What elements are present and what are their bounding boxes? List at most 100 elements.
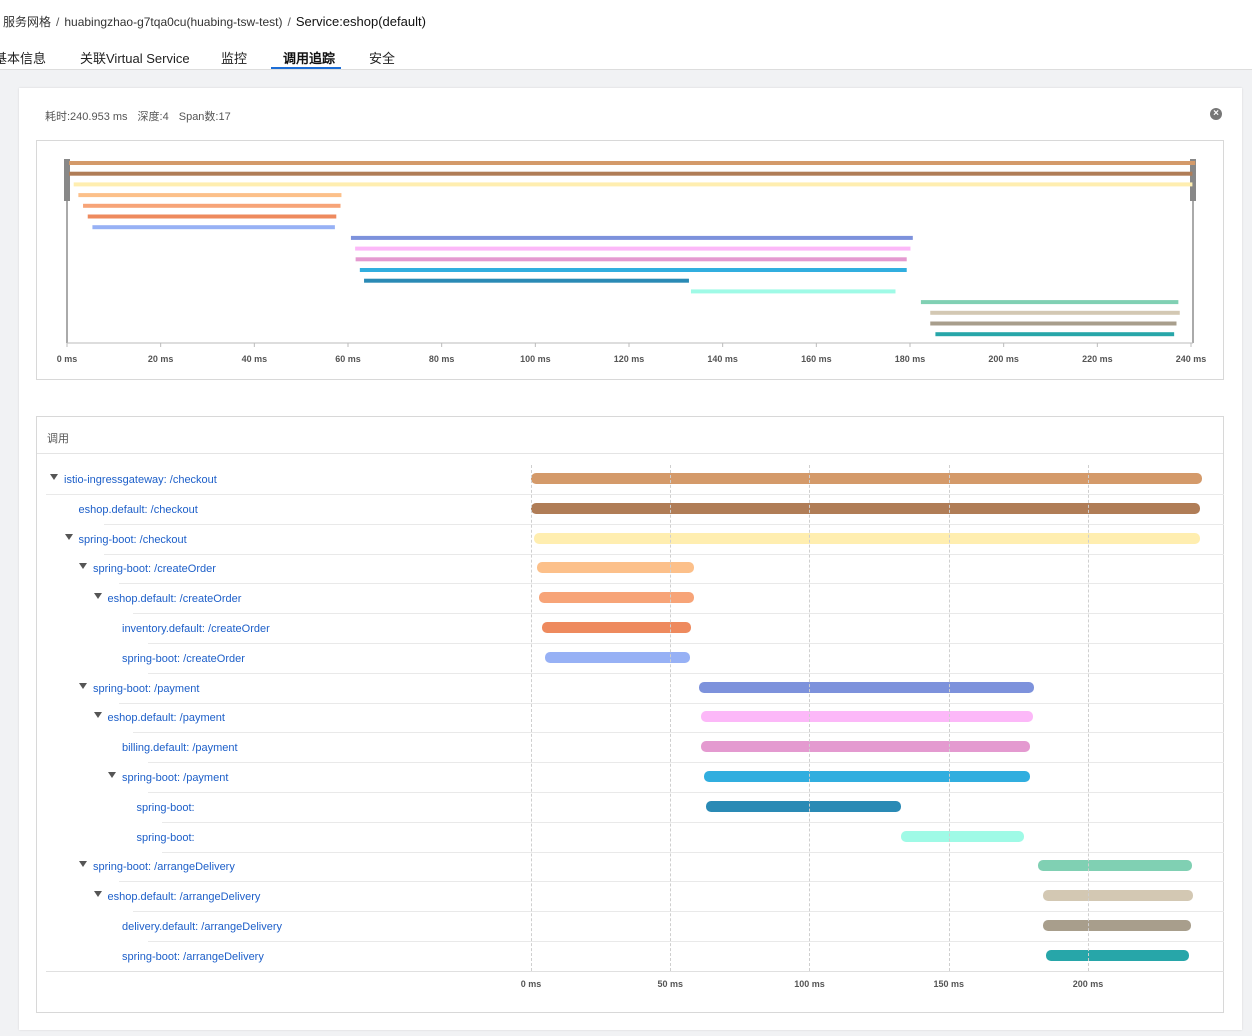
span-name[interactable]: eshop.default: /checkout — [78, 503, 198, 516]
span-bar[interactable] — [1043, 890, 1193, 902]
span-bar[interactable] — [1046, 949, 1190, 961]
breadcrumb-item-cluster[interactable]: huabingzhao-g7tqa0cu(huabing-tsw-test) — [64, 15, 283, 29]
overview-tick-label: 80 ms — [429, 354, 455, 364]
overview-span-bar — [355, 246, 911, 251]
caret-down-icon[interactable] — [50, 474, 58, 480]
overview-span-bar — [930, 321, 1177, 326]
caret-down-icon[interactable] — [93, 891, 102, 898]
span-row[interactable]: spring-boot: — [46, 793, 1224, 823]
span-row[interactable]: spring-boot: /createOrder — [46, 554, 1224, 585]
span-row[interactable]: spring-boot: /arrangeDelivery — [46, 942, 1224, 972]
row-divider — [162, 821, 1224, 823]
overview-chart: 0 ms 20 ms 40 ms 60 ms 80 ms 100 ms 120 ms 140 … — [57, 159, 1207, 364]
span-name[interactable]: eshop.default: /createOrder — [107, 593, 242, 606]
span-row[interactable]: spring-boot: /payment — [46, 763, 1224, 793]
caret-down-icon[interactable] — [79, 563, 87, 570]
row-divider — [133, 613, 1224, 615]
span-name[interactable]: spring-boot: /arrangeDelivery — [122, 950, 264, 963]
overview-span-bar — [690, 289, 896, 294]
overview-tick-label: 180 ms — [895, 354, 926, 364]
span-bar[interactable] — [701, 711, 1033, 723]
overview-span-bar — [69, 171, 1193, 176]
span-name[interactable]: spring-boot: /arrangeDelivery — [93, 861, 235, 874]
span-name[interactable]: spring-boot: /createOrder — [93, 563, 216, 576]
span-bar[interactable] — [703, 771, 1031, 782]
span-row[interactable]: billing.default: /payment — [46, 733, 1224, 764]
breadcrumb-separator: / — [56, 15, 60, 29]
span-row[interactable]: eshop.default: /checkout — [46, 495, 1224, 525]
tab-tracing[interactable]: 调用追踪 — [283, 51, 336, 66]
overview-tick-label: 240 ms — [1176, 354, 1207, 364]
overview-span-bar — [930, 310, 1180, 315]
span-name[interactable]: spring-boot: /checkout — [78, 533, 187, 546]
caret-down-icon[interactable] — [64, 533, 73, 540]
row-divider — [118, 583, 1224, 585]
span-bar[interactable] — [698, 681, 1034, 693]
caret-down-icon[interactable] — [79, 682, 87, 689]
span-row[interactable]: spring-boot: /arrangeDelivery — [46, 852, 1224, 883]
span-bar[interactable] — [536, 562, 695, 574]
detail-gridline — [948, 465, 950, 971]
span-row[interactable]: spring-boot: /payment — [46, 674, 1224, 704]
caret-down-icon[interactable] — [93, 593, 102, 600]
span-name[interactable]: spring-boot: /payment — [93, 682, 200, 695]
span-name[interactable]: istio-ingressgateway: /checkout — [64, 474, 217, 486]
span-row[interactable]: istio-ingressgateway: /checkout — [46, 465, 1224, 495]
span-bar[interactable] — [531, 473, 1202, 484]
tab-monitoring[interactable]: 监控 — [221, 51, 248, 66]
detail-gridline — [670, 465, 672, 971]
overview-tick-label: 40 ms — [242, 354, 268, 364]
tab-virtual-service[interactable]: 关联Virtual Service — [80, 51, 190, 66]
span-name[interactable]: inventory.default: /createOrder — [122, 623, 270, 635]
trace-overview: 0 ms 20 ms 40 ms 60 ms 80 ms 100 ms 120 ms 140 … — [36, 140, 1224, 380]
overview-span-bar — [73, 182, 1193, 187]
span-row[interactable]: spring-boot: /checkout — [46, 525, 1224, 555]
span-bar[interactable] — [539, 592, 694, 604]
span-bar[interactable] — [701, 741, 1031, 753]
span-row[interactable]: eshop.default: /arrangeDelivery — [46, 882, 1224, 913]
span-name[interactable]: spring-boot: /createOrder — [122, 652, 245, 665]
detail-gridline — [809, 465, 811, 971]
span-bar[interactable] — [542, 622, 692, 633]
row-divider — [162, 851, 1224, 853]
span-bar[interactable] — [531, 502, 1201, 514]
span-row[interactable]: delivery.default: /arrangeDelivery — [46, 912, 1224, 942]
overview-span-bar — [92, 225, 335, 230]
span-name[interactable]: delivery.default: /arrangeDelivery — [122, 921, 282, 933]
row-divider — [104, 553, 1224, 555]
span-row[interactable]: eshop.default: /payment — [46, 703, 1224, 734]
caret-down-icon[interactable] — [108, 772, 116, 778]
breadcrumb-item-mesh[interactable]: 服务网格 — [3, 15, 52, 29]
span-row[interactable]: inventory.default: /createOrder — [46, 614, 1224, 644]
overview-right-handle — [1190, 159, 1196, 201]
overview-tick-label: 160 ms — [801, 354, 832, 364]
overview-span-bar — [364, 278, 689, 283]
span-name[interactable]: spring-boot: /payment — [122, 772, 229, 784]
caret-down-icon[interactable] — [79, 861, 87, 868]
caret-down-icon[interactable] — [93, 712, 102, 719]
close-icon[interactable]: × — [1210, 108, 1222, 120]
span-row[interactable]: spring-boot: /createOrder — [46, 644, 1224, 674]
trace-summary: 耗时:240.953 ms 深度:4 Span数:17 — [45, 108, 241, 124]
row-divider — [147, 672, 1224, 674]
span-row[interactable]: eshop.default: /createOrder — [46, 584, 1224, 615]
span-name[interactable]: spring-boot: — [136, 831, 195, 844]
span-bar[interactable] — [900, 830, 1024, 842]
trace-duration: 耗时:240.953 ms — [45, 111, 128, 123]
detail-tick-label: 100 ms — [794, 979, 825, 989]
overview-span-bar — [359, 268, 907, 272]
span-name[interactable]: spring-boot: — [136, 801, 195, 814]
span-name[interactable]: eshop.default: /arrangeDelivery — [107, 891, 261, 904]
span-name[interactable]: billing.default: /payment — [122, 742, 238, 755]
row-divider — [147, 643, 1224, 644]
detail-tick-label: 150 ms — [933, 979, 964, 989]
span-name[interactable]: eshop.default: /payment — [107, 712, 225, 725]
span-bar[interactable] — [706, 800, 901, 812]
span-bar[interactable] — [544, 651, 691, 663]
tab-security[interactable]: 安全 — [369, 51, 396, 66]
span-row[interactable]: spring-boot: — [46, 823, 1224, 853]
tab-basic-info[interactable]: 基本信息 — [0, 51, 47, 66]
span-bar[interactable] — [1037, 860, 1192, 872]
span-bar[interactable] — [533, 532, 1201, 544]
span-bar[interactable] — [1043, 920, 1191, 931]
